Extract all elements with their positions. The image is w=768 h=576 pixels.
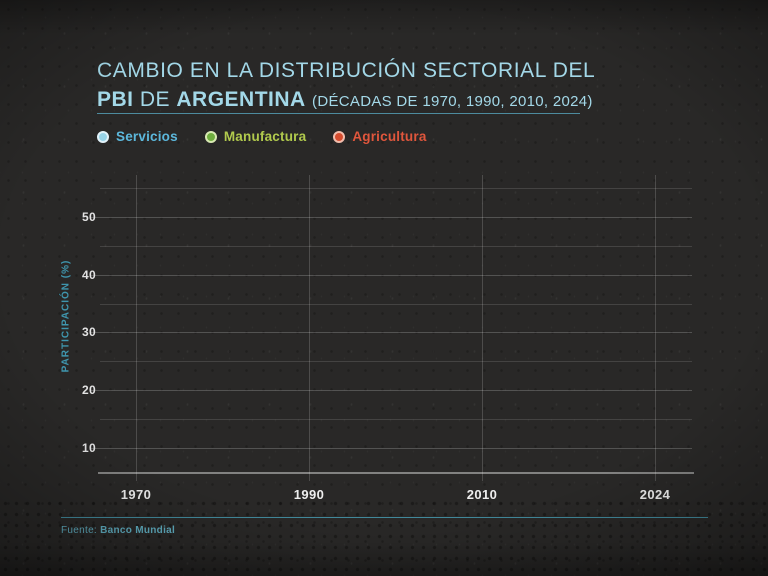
y-tick-label-20: 20 (82, 382, 96, 397)
y-gridline-50 (90, 217, 692, 219)
title-underline (97, 113, 580, 114)
x-tick-label-2024: 2024 (639, 487, 671, 502)
y-gridline-10 (90, 447, 692, 449)
footer-divider-line (61, 517, 708, 518)
y-gridline-30 (90, 332, 692, 334)
legend-item-servicios: Servicios (97, 129, 178, 144)
legend-dot-icon (97, 130, 109, 143)
y-gridline-35 (100, 303, 692, 305)
source-attribution: Fuente: Banco Mundial (61, 525, 175, 536)
legend-label: Agricultura (352, 129, 427, 144)
y-tick-label-50: 50 (82, 210, 96, 225)
legend-item-manufactura: Manufactura (204, 129, 307, 144)
y-gridline-20 (90, 389, 692, 391)
title-line-2: PBI DE ARGENTINA (DÉCADAS DE 1970, 1990,… (97, 85, 595, 116)
x-gridline-2010 (482, 175, 483, 481)
legend-label: Manufactura (223, 129, 307, 144)
y-gridline-40 (90, 274, 692, 276)
halftone-dots-texture (0, 498, 768, 576)
legend-item-agricultura: Agricultura (333, 129, 426, 144)
y-tick-label-30: 30 (82, 325, 96, 340)
y-gridline-45 (100, 246, 692, 248)
y-gridline-55 (100, 188, 692, 190)
title-subtitle: (DÉCADAS DE 1970, 1990, 2010, 2024) (312, 93, 593, 110)
source-prefix: Fuente: (61, 525, 101, 536)
title-bold-pbi: PBI (97, 88, 134, 111)
plot-area (90, 175, 694, 481)
x-axis-line (98, 472, 694, 474)
x-tick-label-1990: 1990 (293, 487, 325, 502)
x-gridline-1990 (309, 175, 310, 481)
title-bold-argentina: ARGENTINA (176, 88, 306, 111)
legend: Servicios Manufactura Agricultura (97, 129, 427, 144)
source-name: Banco Mundial (100, 525, 176, 536)
chart-title: CAMBIO EN LA DISTRIBUCIÓN SECTORIAL DEL … (97, 56, 595, 116)
y-gridline-15 (100, 418, 692, 420)
y-tick-label-40: 40 (82, 267, 96, 282)
legend-dot-icon (333, 130, 346, 143)
x-gridline-2024 (655, 175, 656, 481)
x-tick-label-1970: 1970 (120, 487, 152, 502)
x-gridline-1970 (136, 175, 137, 481)
x-tick-label-2010: 2010 (466, 487, 498, 502)
y-tick-label-10: 10 (82, 440, 96, 455)
title-line-1: CAMBIO EN LA DISTRIBUCIÓN SECTORIAL DEL (97, 59, 596, 82)
legend-dot-icon (204, 130, 217, 143)
title-de: DE (133, 88, 177, 111)
legend-label: Servicios (116, 129, 178, 144)
y-gridline-25 (100, 361, 692, 363)
